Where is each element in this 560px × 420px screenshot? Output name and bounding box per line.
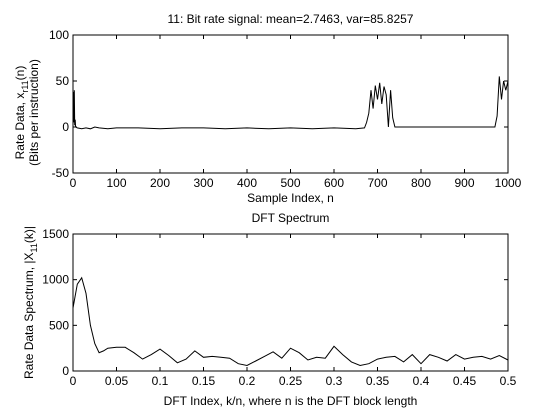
top-chart-xtick-label: 800 [411, 176, 431, 190]
top-chart-xtick-label: 300 [193, 176, 213, 190]
top-chart-ytick-label: 0 [62, 120, 69, 134]
top-chart-ylabel-line1: Rate Data, xr11(n) [13, 66, 30, 160]
top-chart-ytick-label: 50 [56, 74, 70, 88]
top-chart-xtick-label: 200 [150, 176, 170, 190]
bottom-chart-series-line [72, 276, 509, 367]
top-chart: 11: Bit rate signal: mean=2.7463, var=85… [13, 12, 522, 205]
top-chart-ylabel: Rate Data, xr11(n) (Bits per instruction… [13, 59, 41, 166]
top-chart-series-line [72, 76, 509, 130]
bottom-chart-series [72, 276, 509, 367]
top-chart-xtick-label: 600 [324, 176, 344, 190]
top-chart-ylabel-line2: (Bits per instruction) [27, 59, 41, 166]
bottom-chart: DFT Spectrum Rate Data Spectrum, |X11(k)… [22, 211, 517, 408]
top-chart-title: 11: Bit rate signal: mean=2.7463, var=85… [168, 12, 414, 26]
bottom-chart-xtick-label: 0.2 [239, 374, 256, 388]
bottom-chart-xtick-label: 0 [70, 374, 77, 388]
top-chart-xtick-label: 1000 [495, 176, 522, 190]
bottom-chart-title: DFT Spectrum [252, 211, 330, 225]
top-chart-frame [72, 34, 509, 174]
bottom-chart-frame [72, 233, 509, 372]
top-chart-xtick-label: 400 [237, 176, 257, 190]
bottom-chart-ytick-label: 1500 [42, 227, 69, 241]
bottom-chart-xtick-label: 0.4 [413, 374, 430, 388]
bottom-chart-xtick-label: 0.3 [326, 374, 343, 388]
top-chart-xtick-label: 100 [106, 176, 126, 190]
bottom-chart-xtick-label: 0.35 [366, 374, 390, 388]
top-chart-xlabel: Sample Index, n [247, 191, 334, 205]
bottom-chart-ticks: 0 0.05 0.1 0.15 0.2 0.25 0.3 0.35 0.4 0.45 0.5 0 500… [42, 227, 516, 388]
bottom-chart-xtick-label: 0.5 [500, 374, 517, 388]
bottom-chart-xtick-label: 0.1 [152, 374, 169, 388]
bottom-chart-xtick-label: 0.45 [453, 374, 477, 388]
top-chart-ytick-label: -50 [52, 166, 70, 180]
bottom-chart-ytick-label: 1000 [42, 273, 69, 287]
bottom-chart-xtick-label: 0.15 [192, 374, 216, 388]
bottom-chart-ylabel-text: Rate Data Spectrum, |X11(k)| [22, 226, 39, 379]
top-chart-xtick-label: 0 [70, 176, 77, 190]
top-chart-series [72, 76, 509, 130]
bottom-chart-xlabel: DFT Index, k/n, where n is the DFT block… [164, 394, 418, 408]
bottom-chart-ylabel: Rate Data Spectrum, |X11(k)| [22, 226, 39, 379]
bottom-chart-xtick-label: 0.05 [105, 374, 129, 388]
bottom-chart-xtick-label: 0.25 [279, 374, 303, 388]
top-chart-xtick-label: 900 [454, 176, 474, 190]
top-chart-ytick-label: 100 [49, 28, 69, 42]
bottom-chart-ytick-label: 500 [49, 318, 69, 332]
top-chart-xtick-label: 500 [280, 176, 300, 190]
top-chart-xtick-label: 700 [367, 176, 387, 190]
bottom-chart-ytick-label: 0 [62, 364, 69, 378]
top-chart-ticks: 0 100 200 300 400 500 600 700 800 900 1000-5005010… [49, 28, 522, 190]
